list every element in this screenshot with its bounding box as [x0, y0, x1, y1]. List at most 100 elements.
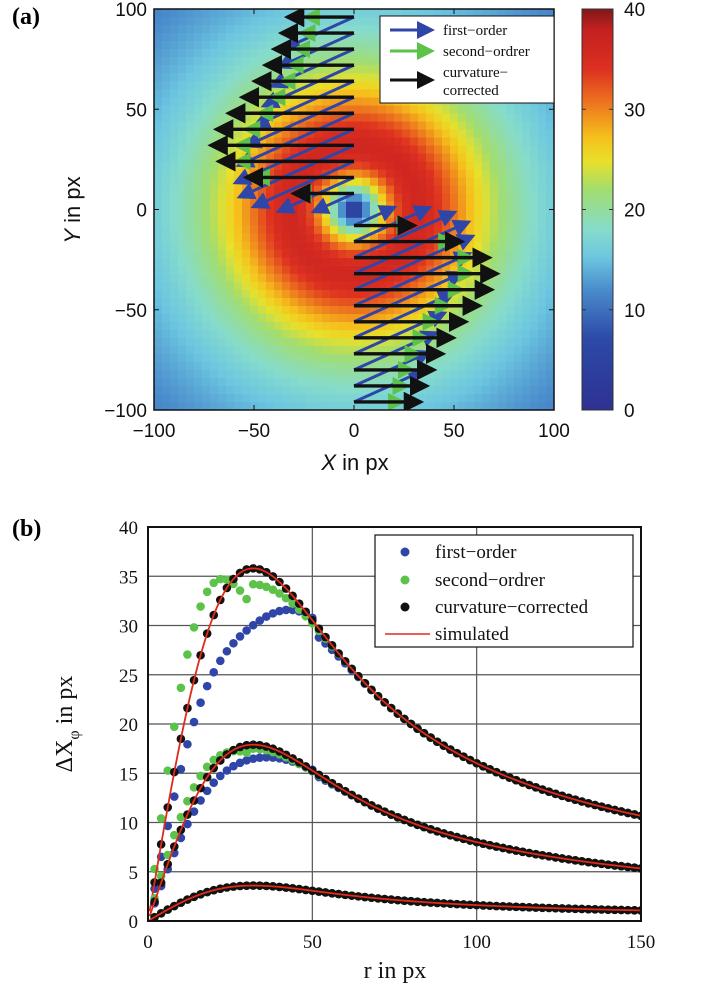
y-tick-label: 20: [119, 715, 138, 736]
second-order-point: [189, 783, 199, 792]
heatmap-cell: [242, 225, 251, 234]
heatmap-cell: [546, 169, 554, 178]
heatmap-cell: [170, 73, 179, 82]
heatmap-cell: [298, 169, 307, 178]
heatmap-cell: [322, 241, 331, 250]
heatmap-cell: [434, 369, 443, 379]
heatmap-cell: [282, 305, 291, 315]
heatmap-cell: [538, 209, 547, 218]
heatmap-cell: [466, 321, 475, 331]
heatmap-cell: [242, 105, 251, 114]
heatmap-cell: [354, 265, 363, 274]
heatmap-cell: [450, 153, 459, 162]
heatmap-cell: [458, 385, 467, 395]
heatmap-cell: [498, 345, 507, 355]
heatmap-cell: [402, 129, 411, 138]
panel-b-frame: [147, 526, 642, 922]
heatmap-cell: [514, 289, 523, 298]
heatmap-cell: [162, 89, 171, 98]
heatmap-cell: [474, 161, 483, 170]
heatmap-cell: [538, 401, 547, 410]
heatmap-cell: [426, 241, 435, 250]
heatmap-cell: [282, 329, 291, 339]
heatmap-cell: [362, 225, 371, 234]
heatmap-cell: [242, 297, 251, 307]
heatmap-cell: [378, 345, 387, 355]
heatmap-cell: [234, 321, 243, 331]
heatmap-cell: [298, 121, 307, 130]
heatmap-cell: [306, 265, 315, 274]
heatmap-cell: [274, 345, 283, 355]
heatmap-cell: [330, 345, 339, 355]
heatmap-cell: [442, 249, 451, 258]
heatmap-cell: [178, 89, 187, 98]
heatmap-cell: [274, 369, 283, 379]
heatmap-cell: [378, 153, 387, 162]
heatmap-cell: [210, 153, 219, 162]
heatmap-cell: [298, 241, 307, 250]
heatmap-cell: [386, 161, 395, 170]
heatmap-cell: [386, 313, 395, 323]
heatmap-cell: [330, 241, 339, 250]
heatmap-cell: [418, 273, 427, 282]
heatmap-cell: [442, 385, 451, 395]
heatmap-cell: [498, 393, 507, 403]
heatmap-cell: [386, 113, 395, 122]
heatmap-cell: [218, 321, 227, 331]
heatmap-cell: [162, 305, 171, 315]
heatmap-cell: [298, 153, 307, 162]
heatmap-cell: [522, 161, 531, 170]
heatmap-cell: [378, 393, 387, 403]
heatmap-cell: [186, 9, 195, 18]
heatmap-cell: [242, 49, 251, 58]
heatmap-cell: [482, 153, 491, 162]
heatmap-cell: [482, 161, 491, 170]
heatmap-cell: [330, 353, 339, 363]
heatmap-cell: [458, 369, 467, 379]
heatmap-cell: [194, 241, 203, 250]
heatmap-cell: [282, 161, 291, 170]
heatmap-cell: [250, 369, 259, 379]
heatmap-cell: [386, 337, 395, 347]
heatmap-cell: [194, 33, 203, 42]
heatmap-cell: [370, 185, 379, 194]
heatmap-cell: [522, 337, 531, 347]
heatmap-cell: [362, 65, 371, 74]
heatmap-cell: [226, 321, 235, 331]
heatmap-cell: [546, 281, 554, 290]
second-order-point: [268, 585, 278, 594]
heatmap-cell: [530, 129, 539, 138]
heatmap-cell: [546, 9, 554, 18]
heatmap-cell: [538, 297, 547, 307]
heatmap-cell: [234, 89, 243, 98]
heatmap-cell: [354, 273, 363, 282]
heatmap-cell: [330, 329, 339, 339]
heatmap-cell: [418, 241, 427, 250]
heatmap-cell: [426, 193, 435, 202]
heatmap-cell: [378, 329, 387, 339]
second-order-point: [202, 762, 212, 772]
heatmap-cell: [474, 145, 483, 154]
heatmap-cell: [402, 313, 411, 323]
heatmap-cell: [490, 361, 499, 371]
heatmap-cell: [202, 225, 211, 234]
heatmap-cell: [210, 321, 219, 331]
heatmap-cell: [210, 89, 219, 98]
first-order-point: [229, 761, 238, 771]
heatmap-cell: [266, 281, 275, 290]
heatmap-cell: [186, 329, 195, 339]
heatmap-cell: [194, 113, 203, 122]
heatmap-cell: [298, 321, 307, 331]
heatmap-cell: [266, 201, 275, 210]
heatmap-cell: [322, 305, 331, 315]
heatmap-cell: [506, 105, 515, 114]
heatmap-cell: [338, 137, 347, 146]
heatmap-cell: [202, 369, 211, 379]
heatmap-cell: [242, 273, 251, 282]
heatmap-cell: [370, 329, 379, 339]
heatmap-cell: [418, 185, 427, 194]
heatmap-cell: [306, 121, 315, 130]
heatmap-cell: [162, 321, 171, 331]
heatmap-cell: [514, 121, 523, 130]
heatmap-cell: [410, 129, 419, 138]
